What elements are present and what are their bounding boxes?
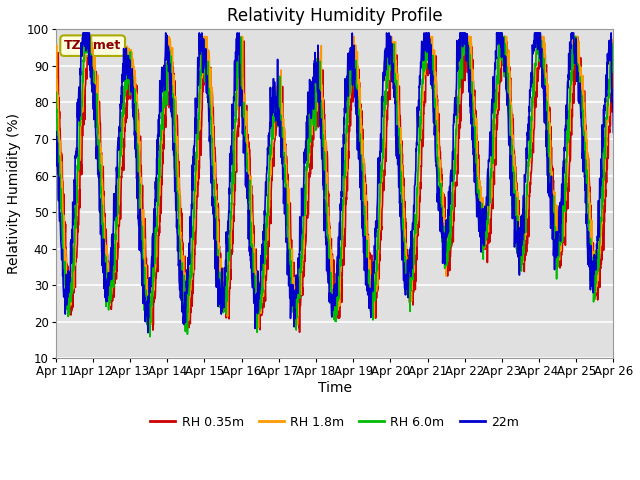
X-axis label: Time: Time bbox=[317, 381, 351, 395]
Title: Relativity Humidity Profile: Relativity Humidity Profile bbox=[227, 7, 442, 25]
Text: TZ_tmet: TZ_tmet bbox=[64, 39, 122, 52]
Y-axis label: Relativity Humidity (%): Relativity Humidity (%) bbox=[7, 113, 21, 275]
Legend: RH 0.35m, RH 1.8m, RH 6.0m, 22m: RH 0.35m, RH 1.8m, RH 6.0m, 22m bbox=[145, 411, 524, 434]
